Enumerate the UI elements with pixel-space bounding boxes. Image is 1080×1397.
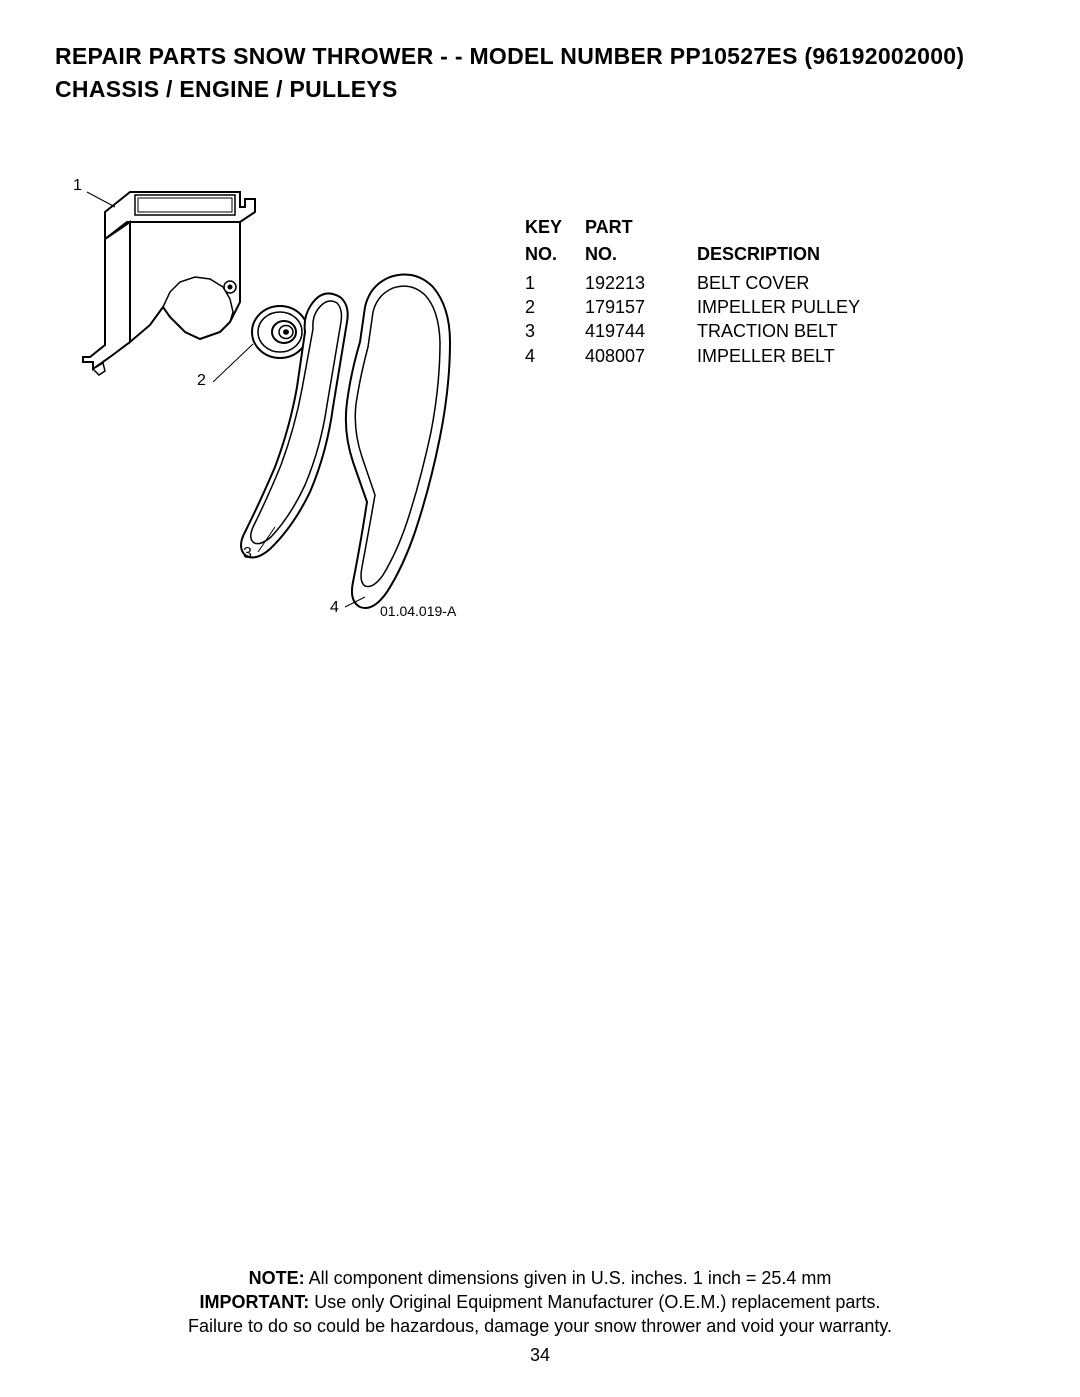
- important-label: IMPORTANT:: [200, 1292, 310, 1312]
- callout-3: 3: [243, 545, 252, 563]
- cell-part: 192213: [585, 271, 697, 295]
- impeller-belt-drawing: [346, 274, 450, 607]
- cell-desc: TRACTION BELT: [697, 319, 1025, 343]
- title-line-2: CHASSIS / ENGINE / PULLEYS: [55, 73, 1025, 106]
- table-row: 3 419744 TRACTION BELT: [525, 319, 1025, 343]
- footer-warning-line: Failure to do so could be hazardous, dam…: [0, 1314, 1080, 1338]
- callout-4: 4: [330, 599, 339, 617]
- header-part-bottom: NO.: [585, 244, 697, 265]
- note-text: All component dimensions given in U.S. i…: [305, 1268, 832, 1288]
- table-row: 1 192213 BELT COVER: [525, 271, 1025, 295]
- page-number: 34: [0, 1343, 1080, 1367]
- page-header: REPAIR PARTS SNOW THROWER - - MODEL NUMB…: [55, 40, 1025, 107]
- header-desc: DESCRIPTION: [697, 244, 1025, 265]
- table-row: 4 408007 IMPELLER BELT: [525, 344, 1025, 368]
- header-key-top: KEY: [525, 217, 585, 238]
- cell-part: 419744: [585, 319, 697, 343]
- page-footer: NOTE: All component dimensions given in …: [0, 1266, 1080, 1367]
- callout-2: 2: [197, 372, 206, 390]
- cell-key: 2: [525, 295, 585, 319]
- important-text: Use only Original Equipment Manufacturer…: [309, 1292, 880, 1312]
- cell-desc: IMPELLER PULLEY: [697, 295, 1025, 319]
- table-header-row-1: KEY PART: [525, 217, 1025, 238]
- callout-1: 1: [73, 177, 82, 195]
- cell-part: 179157: [585, 295, 697, 319]
- table-row: 2 179157 IMPELLER PULLEY: [525, 295, 1025, 319]
- content-area: 1 2 3 4 01.04.019-A KEY PART NO. NO. DES…: [55, 157, 1025, 627]
- diagram-revision-code: 01.04.019-A: [380, 603, 456, 619]
- cell-key: 1: [525, 271, 585, 295]
- belt-cover-drawing: [83, 192, 255, 375]
- cell-part: 408007: [585, 344, 697, 368]
- cell-desc: IMPELLER BELT: [697, 344, 1025, 368]
- note-label: NOTE:: [249, 1268, 305, 1288]
- parts-diagram: 1 2 3 4 01.04.019-A: [55, 157, 475, 627]
- footer-note-line: NOTE: All component dimensions given in …: [0, 1266, 1080, 1290]
- footer-important-line: IMPORTANT: Use only Original Equipment M…: [0, 1290, 1080, 1314]
- table-header-row-2: NO. NO. DESCRIPTION: [525, 244, 1025, 265]
- header-part-top: PART: [585, 217, 697, 238]
- title-line-1: REPAIR PARTS SNOW THROWER - - MODEL NUMB…: [55, 40, 1025, 73]
- impeller-pulley-drawing: [252, 306, 308, 358]
- cell-desc: BELT COVER: [697, 271, 1025, 295]
- header-key-bottom: NO.: [525, 244, 585, 265]
- parts-table: KEY PART NO. NO. DESCRIPTION 1 192213 BE…: [525, 157, 1025, 627]
- cell-key: 3: [525, 319, 585, 343]
- exploded-diagram-svg: [55, 157, 475, 627]
- cell-key: 4: [525, 344, 585, 368]
